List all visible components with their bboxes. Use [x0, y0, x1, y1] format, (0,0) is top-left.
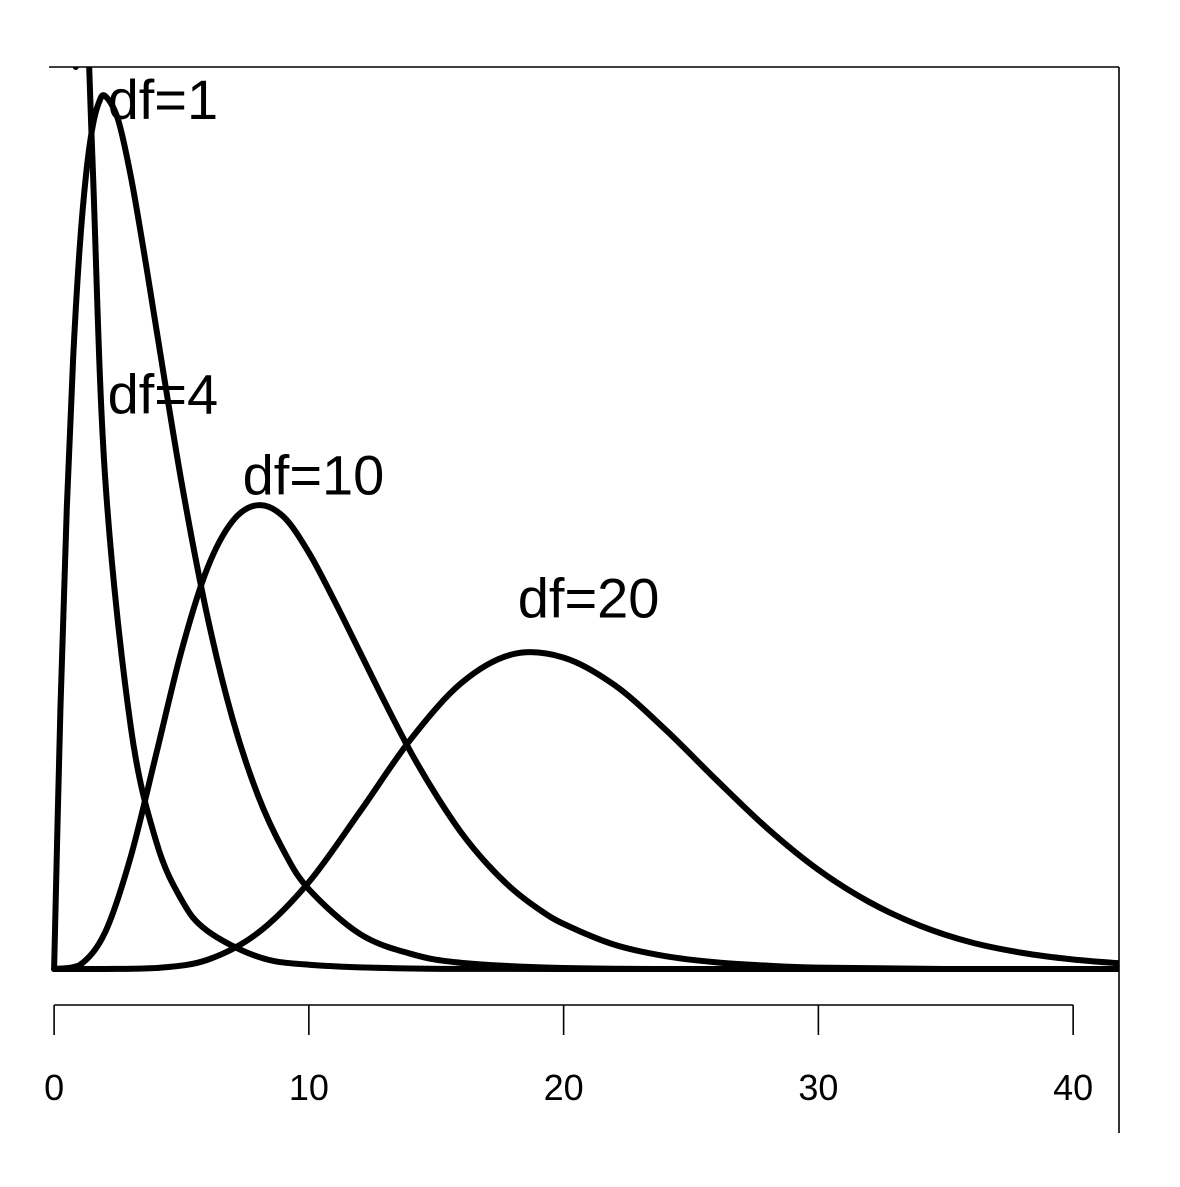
curve-label-df-4: df=4: [108, 363, 219, 426]
x-tick-label-20: 20: [544, 1067, 584, 1108]
x-axis: 0 10 20 30 40: [44, 1004, 1093, 1108]
curve-df-4: [51, 92, 1119, 973]
x-tick-label-30: 30: [798, 1067, 838, 1108]
plot-frame: [49, 66, 1120, 1133]
x-axis-ticks: 0 10 20 30 40: [44, 1005, 1093, 1108]
density-curves: [51, 67, 1119, 973]
curve-label-df-1: df=1: [108, 68, 219, 131]
curve-df-1: [72, 67, 1119, 973]
x-tick-label-0: 0: [44, 1067, 64, 1108]
x-tick-label-10: 10: [289, 1067, 329, 1108]
curve-label-df-20: df=20: [518, 567, 660, 630]
x-tick-label-40: 40: [1053, 1067, 1093, 1108]
curve-labels: df=1 df=4 df=10 df=20: [108, 68, 660, 629]
curve-label-df-10: df=10: [243, 443, 385, 506]
curve-df-10: [51, 502, 1119, 973]
curve-df-20: [51, 649, 1119, 972]
